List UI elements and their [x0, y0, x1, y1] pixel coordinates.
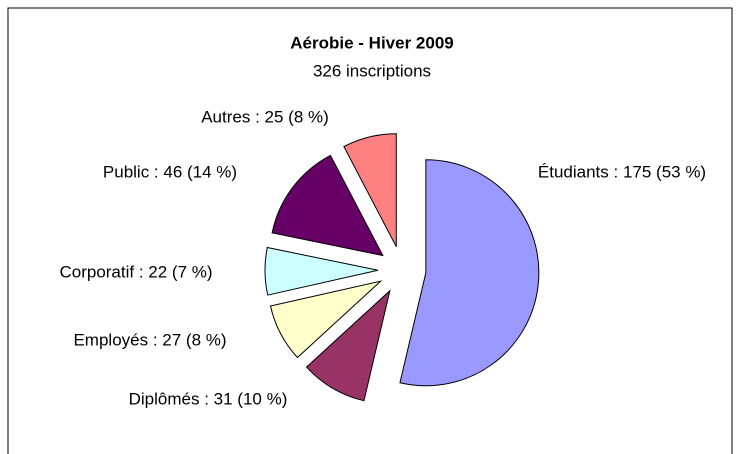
pie-slice [399, 159, 540, 387]
slice-label: Diplômés : 31 (10 %) [129, 389, 288, 408]
pie-slice [305, 289, 391, 402]
chart-subtitle: 326 inscriptions [313, 61, 431, 80]
pie-slice [269, 280, 383, 359]
pie-slice [264, 246, 379, 296]
slice-label: Autres : 25 (8 %) [201, 107, 329, 126]
slice-label: Étudiants : 175 (53 %) [538, 162, 706, 181]
slice-label: Public : 46 (14 %) [103, 162, 237, 181]
slice-label: Corporatif : 22 (7 %) [59, 262, 212, 281]
pie-slice [271, 154, 384, 257]
pie-slice [343, 133, 397, 247]
slice-label: Employés : 27 (8 %) [73, 330, 226, 349]
chart-title: Aérobie - Hiver 2009 [290, 33, 453, 52]
